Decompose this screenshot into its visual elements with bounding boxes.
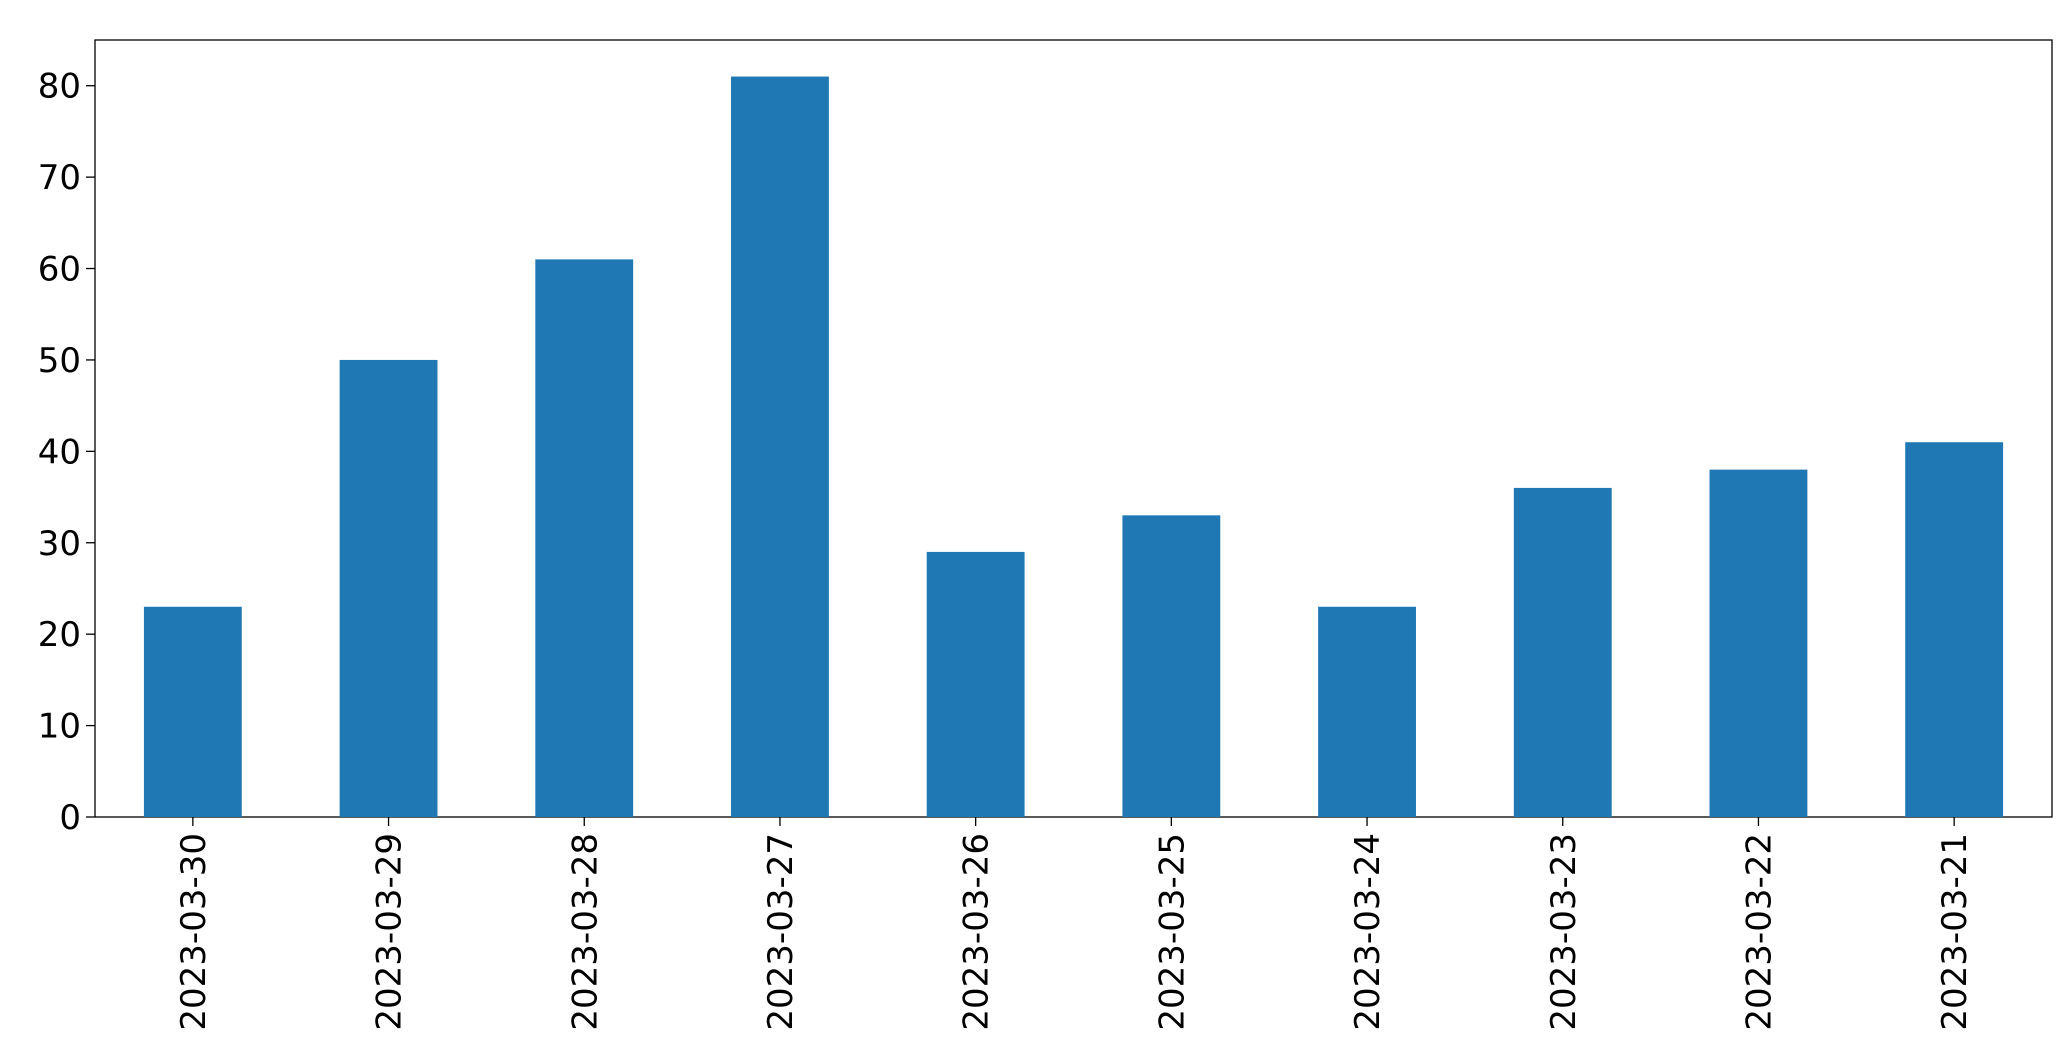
y-tick-label: 80 xyxy=(38,67,81,107)
y-tick-label: 50 xyxy=(38,341,81,381)
y-tick-label: 70 xyxy=(38,158,81,198)
bar xyxy=(1513,487,1612,817)
y-tick-label: 40 xyxy=(38,432,81,472)
x-tick-label: 2023-03-26 xyxy=(957,833,997,1031)
y-tick-label: 30 xyxy=(38,524,81,564)
bar xyxy=(535,259,634,817)
x-tick-label: 2023-03-25 xyxy=(1152,833,1192,1031)
x-tick-label: 2023-03-27 xyxy=(761,833,801,1031)
bar xyxy=(339,359,438,817)
bar xyxy=(1318,606,1416,817)
x-tick-label: 2023-03-23 xyxy=(1544,833,1584,1031)
x-tick-label: 2023-03-21 xyxy=(1935,833,1975,1031)
bar xyxy=(731,76,829,818)
x-tick-label: 2023-03-28 xyxy=(565,833,605,1031)
x-tick-label: 2023-03-29 xyxy=(370,833,410,1031)
y-tick-label: 0 xyxy=(59,798,81,838)
y-tick-label: 60 xyxy=(38,250,81,290)
y-tick-label: 10 xyxy=(38,707,81,747)
bar xyxy=(1122,515,1221,817)
bar xyxy=(143,606,242,817)
bar xyxy=(926,551,1025,817)
bar xyxy=(1905,442,2004,817)
plot-frame xyxy=(94,39,2053,818)
bar xyxy=(1709,469,1808,817)
x-tick-label: 2023-03-22 xyxy=(1739,833,1779,1031)
x-tick-label: 2023-03-24 xyxy=(1348,833,1388,1031)
y-tick-label: 20 xyxy=(38,615,81,655)
x-tick-label: 2023-03-30 xyxy=(174,833,214,1031)
